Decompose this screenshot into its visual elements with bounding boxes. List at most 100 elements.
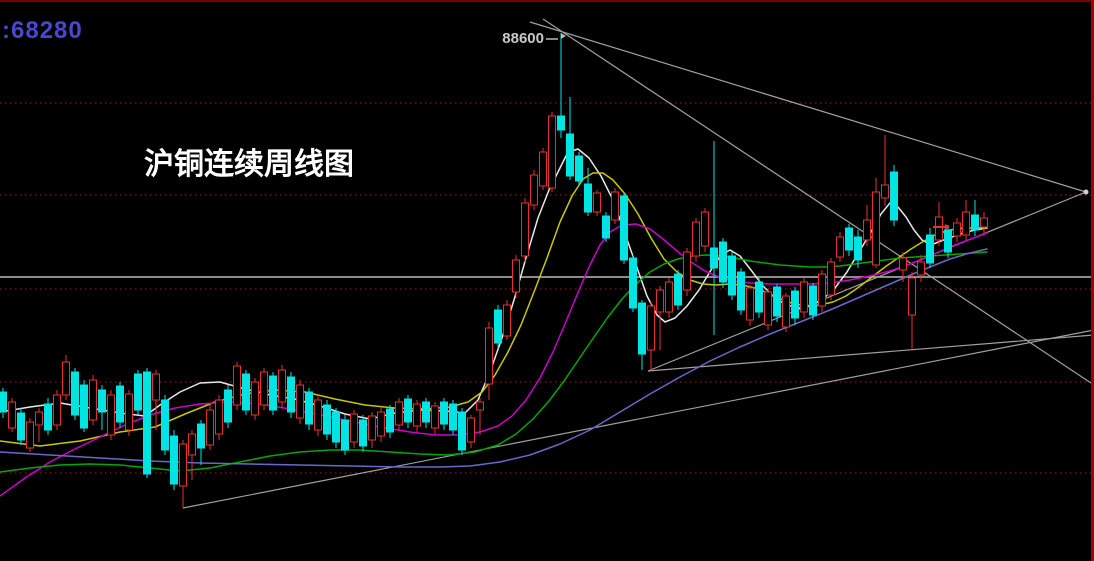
- candle-body: [548, 115, 556, 189]
- candle-body: [926, 234, 934, 264]
- candle-body: [917, 261, 925, 276]
- candle-body: [224, 389, 232, 423]
- candle-body: [539, 151, 547, 187]
- candle-body: [854, 236, 862, 261]
- candle-body: [98, 389, 106, 413]
- candle-body: [782, 295, 790, 328]
- candle-body: [881, 184, 889, 199]
- candle-body: [251, 381, 259, 416]
- trendline-apex-dot: [1083, 189, 1089, 195]
- peak-price-annotation: 88600: [502, 30, 544, 47]
- ma-slow-slateblue: [0, 248, 988, 468]
- candle-body: [755, 281, 763, 313]
- candle-body: [71, 371, 79, 416]
- candle-body: [710, 247, 718, 269]
- candle-body: [395, 401, 403, 426]
- candle-body: [143, 371, 151, 475]
- candle-body: [728, 255, 736, 296]
- candle-body: [935, 216, 943, 241]
- candle-body: [962, 211, 970, 236]
- candle-body: [35, 411, 43, 426]
- candle-body: [215, 399, 223, 435]
- candle-body: [296, 384, 304, 419]
- candle-body: [593, 192, 601, 213]
- candle-body: [152, 373, 160, 401]
- candle-body: [692, 221, 700, 257]
- candle-body: [179, 443, 187, 487]
- candle-body: [323, 404, 331, 435]
- candle-body: [350, 413, 358, 443]
- window-border-right: [1091, 0, 1094, 561]
- candle-body: [845, 227, 853, 251]
- candle-body: [287, 376, 295, 413]
- peak-arrow-head: [561, 33, 566, 39]
- candle-body: [26, 421, 34, 449]
- candle-body: [764, 291, 772, 326]
- candle-body: [449, 403, 457, 431]
- candle-body: [701, 211, 709, 247]
- candle-body: [530, 174, 538, 206]
- candle-body: [863, 219, 871, 241]
- candle-body: [242, 373, 250, 411]
- candle-body: [494, 309, 502, 344]
- candle-body: [386, 408, 394, 433]
- candle-body: [332, 411, 340, 443]
- candle-body: [278, 369, 286, 403]
- red-marker-head: [945, 224, 950, 230]
- candle-body: [44, 403, 52, 431]
- candle-body: [683, 251, 691, 291]
- candle-body: [656, 289, 664, 313]
- candle-body: [377, 411, 385, 437]
- candle-body: [980, 217, 988, 228]
- candle-body: [341, 419, 349, 451]
- candle-body: [458, 411, 466, 451]
- candle-body: [413, 403, 421, 427]
- candle-body: [575, 155, 583, 182]
- candle-body: [809, 285, 817, 316]
- candle-body: [602, 215, 610, 239]
- candle-body: [305, 391, 313, 425]
- candles: [0, 33, 988, 508]
- candle-body: [899, 257, 907, 271]
- candle-body: [836, 236, 844, 258]
- trend-lines: [182, 18, 1094, 509]
- candle-body: [476, 401, 484, 411]
- candle-body: [62, 361, 70, 396]
- candle-body: [800, 281, 808, 313]
- candle-body: [737, 271, 745, 311]
- candle-body: [719, 241, 727, 283]
- candle-body: [260, 371, 268, 406]
- candle-body: [953, 222, 961, 237]
- candle-body: [404, 398, 412, 423]
- candle-body: [197, 423, 205, 449]
- candle-body: [773, 286, 781, 317]
- candle-body: [818, 273, 826, 307]
- candle-body: [440, 401, 448, 425]
- candle-body: [422, 401, 430, 423]
- ma-green: [0, 251, 988, 473]
- candle-body: [89, 379, 97, 421]
- candle-body: [638, 302, 646, 355]
- candle-body: [359, 419, 367, 447]
- candle-body: [827, 261, 835, 296]
- candle-body: [17, 412, 25, 441]
- candle-body: [566, 133, 574, 177]
- candle-body: [746, 287, 754, 321]
- candle-body: [503, 304, 511, 337]
- candle-body: [107, 394, 115, 436]
- candle-body: [872, 191, 880, 266]
- candle-body: [665, 281, 673, 313]
- candle-body: [611, 191, 619, 221]
- candle-body: [971, 214, 979, 231]
- latest-price-readout: :68280: [2, 17, 83, 44]
- candle-body: [620, 195, 628, 261]
- candle-body: [80, 384, 88, 429]
- candle-body: [674, 273, 682, 306]
- candle-body: [0, 391, 7, 413]
- chart-title: 沪铜连续周线图: [144, 148, 354, 181]
- candle-body: [944, 229, 952, 253]
- candle-body: [269, 375, 277, 411]
- candle-body: [890, 171, 898, 221]
